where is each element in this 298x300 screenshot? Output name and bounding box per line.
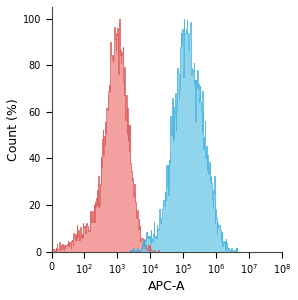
X-axis label: APC-A: APC-A bbox=[148, 280, 185, 293]
Y-axis label: Count (%): Count (%) bbox=[7, 98, 20, 161]
